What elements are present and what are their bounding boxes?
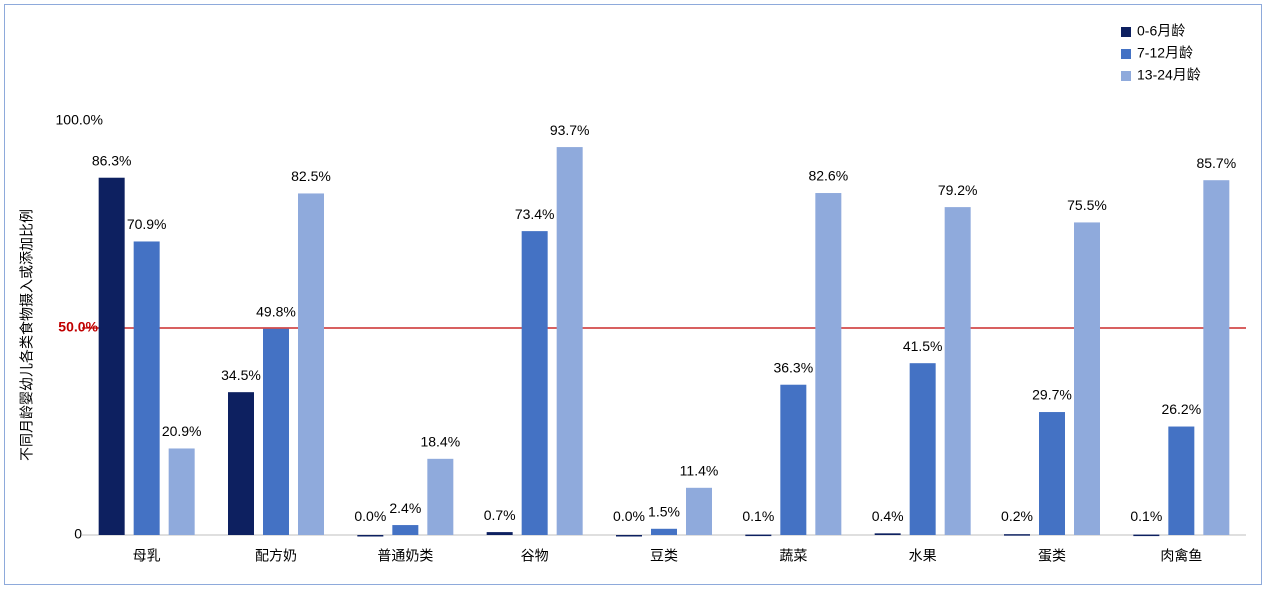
data-label: 2.4%: [389, 500, 421, 516]
data-label: 85.7%: [1196, 155, 1236, 171]
data-label: 82.6%: [808, 168, 848, 184]
data-label: 73.4%: [515, 206, 555, 222]
x-tick-label: 豆类: [650, 548, 678, 564]
bar: [815, 193, 842, 535]
data-label: 26.2%: [1161, 401, 1201, 417]
bar: [616, 535, 642, 537]
data-label: 0.1%: [742, 508, 774, 524]
bar: [1133, 534, 1160, 537]
data-label: 0.1%: [1130, 508, 1162, 524]
data-label: 82.5%: [291, 168, 331, 184]
y-tick-label: 100.0%: [56, 112, 103, 128]
data-label: 70.9%: [127, 216, 167, 232]
data-label: 1.5%: [648, 503, 680, 519]
bar: [780, 384, 807, 535]
legend-swatch: [1121, 27, 1131, 37]
data-label: 49.8%: [256, 304, 296, 320]
bar: [98, 177, 125, 535]
bar: [168, 448, 195, 535]
legend-label: 0-6月龄: [1137, 23, 1185, 39]
legend-swatch: [1121, 49, 1131, 59]
bar: [686, 487, 712, 535]
reference-label: 50.0%: [58, 319, 98, 335]
data-label: 79.2%: [938, 182, 978, 198]
bar: [263, 328, 289, 535]
bar: [1074, 222, 1100, 535]
x-tick-label: 谷物: [521, 548, 549, 564]
bar: [1203, 180, 1230, 535]
data-label: 29.7%: [1032, 387, 1072, 403]
legend-swatch: [1121, 71, 1131, 81]
bar: [909, 363, 936, 535]
bar: [874, 533, 901, 535]
x-tick-label: 普通奶类: [377, 548, 433, 564]
bar: [556, 147, 583, 535]
legend-label: 13-24月龄: [1137, 67, 1201, 83]
x-tick-label: 配方奶: [255, 548, 297, 564]
bar: [1168, 426, 1195, 535]
bar: [133, 241, 160, 535]
data-label: 20.9%: [162, 423, 202, 439]
bar: [745, 534, 772, 537]
bar: [1039, 412, 1065, 535]
data-label: 34.5%: [221, 367, 261, 383]
bar: [651, 528, 677, 535]
y-axis-label: 不同月龄婴幼儿各类食物摄入或添加比例: [19, 209, 35, 461]
data-label: 86.3%: [92, 152, 132, 168]
x-tick-label: 蛋类: [1038, 548, 1066, 564]
bar: [521, 231, 548, 535]
data-label: 11.4%: [680, 463, 719, 479]
data-label: 41.5%: [903, 338, 943, 354]
x-tick-label: 肉禽鱼: [1160, 548, 1202, 564]
x-tick-label: 水果: [909, 548, 937, 564]
legend-label: 7-12月龄: [1137, 45, 1193, 61]
data-label: 0.2%: [1001, 508, 1033, 524]
data-label: 0.0%: [613, 508, 645, 524]
bar: [357, 535, 384, 537]
bar: [392, 525, 419, 535]
bar: [427, 458, 454, 535]
bar: [944, 207, 971, 535]
data-label: 36.3%: [773, 359, 813, 375]
bar: [1004, 534, 1030, 536]
data-label: 75.5%: [1067, 197, 1107, 213]
data-label: 18.4%: [420, 434, 460, 450]
x-tick-label: 蔬菜: [779, 548, 807, 564]
data-label: 93.7%: [550, 122, 590, 138]
bar: [486, 532, 513, 535]
data-label: 0.7%: [484, 507, 516, 523]
data-label: 0.0%: [354, 508, 386, 524]
y-tick-label: 0: [74, 526, 82, 542]
data-label: 0.4%: [872, 508, 904, 524]
bar: [228, 392, 254, 535]
x-tick-label: 母乳: [133, 548, 161, 564]
bar: [298, 193, 324, 535]
